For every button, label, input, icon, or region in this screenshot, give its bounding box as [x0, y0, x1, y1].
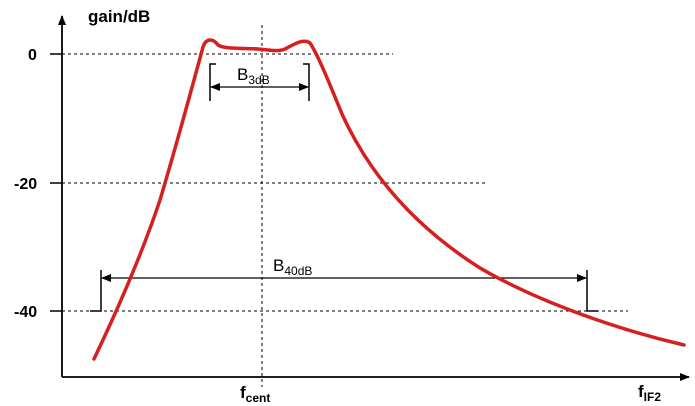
bandwidth-40db-right-bracket	[586, 270, 598, 312]
center-frequency-label: fcent	[240, 383, 270, 405]
tick-label-minus40: -40	[14, 304, 37, 321]
tick-label-0: 0	[28, 47, 37, 64]
filter-response-curve	[92, 38, 686, 361]
tick-label-minus20: -20	[14, 176, 37, 193]
bandwidth-3db-label: B3dB	[237, 65, 270, 87]
x-axis-label: fIF2	[638, 382, 661, 404]
bandwidth-40db-label: B40dB	[273, 256, 312, 278]
bandwidth-40db-left-bracket	[90, 270, 102, 312]
bandwidth-3db-right-bracket	[303, 63, 310, 101]
y-axis-label: gain/dB	[88, 7, 150, 26]
bandwidth-3db-left-bracket	[209, 63, 216, 101]
